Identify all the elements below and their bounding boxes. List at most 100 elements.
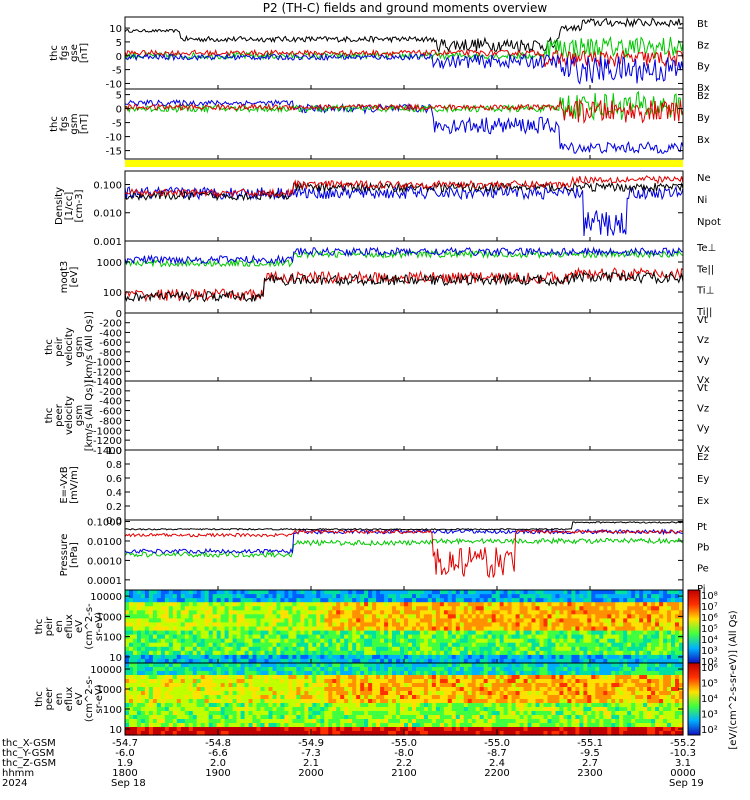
y-tick-label: -600	[99, 407, 122, 418]
spectrogram-cell	[256, 618, 262, 624]
spectrogram-cell	[515, 671, 521, 676]
spectrogram-cell	[364, 695, 369, 700]
spectrogram-cell	[507, 642, 513, 648]
spectrogram-cell	[511, 683, 517, 688]
spectrogram-cell	[523, 687, 529, 692]
spectrogram-cell	[272, 727, 278, 732]
spectrogram-cell	[547, 590, 553, 595]
spectrogram-cell	[280, 703, 285, 708]
spectrogram-cell	[288, 614, 293, 619]
legend-npot: Npot	[697, 217, 721, 228]
spectrogram-cell	[356, 610, 361, 615]
spectrogram-cell	[256, 691, 262, 696]
spectrogram-cell	[232, 642, 238, 648]
spectrogram-cell	[212, 731, 218, 736]
spectrogram-cell	[156, 679, 162, 684]
spectrogram-cell	[212, 723, 218, 728]
spectrogram-cell	[408, 606, 413, 611]
spectrogram-cell	[463, 711, 469, 716]
spectrogram-cell	[543, 634, 549, 640]
spectrogram-cell	[499, 634, 505, 640]
spectrogram-cell	[336, 594, 341, 599]
spectrogram-cell	[208, 594, 214, 599]
spectrogram-cell	[276, 679, 282, 684]
spectrogram-cell	[324, 663, 329, 668]
spectrogram-cell	[280, 695, 285, 700]
spectrogram-cell	[352, 606, 357, 611]
spectrogram-cell	[316, 634, 321, 640]
spectrogram-cell	[144, 667, 150, 672]
spectrogram-cell	[137, 634, 142, 640]
spectrogram-cell	[607, 646, 612, 652]
spectrogram-cell	[244, 646, 250, 652]
spectrogram-cell	[240, 626, 246, 632]
spectrogram-cell	[416, 719, 421, 724]
spectrogram-cell	[196, 707, 202, 712]
spectrogram-cell	[220, 675, 226, 680]
spectrogram-cell	[308, 606, 313, 611]
spectrogram-cell	[591, 618, 596, 624]
spectrogram-cell	[164, 634, 170, 640]
spectrogram-cell	[595, 622, 600, 628]
spectrogram-cell	[443, 667, 449, 672]
spectrogram-cell	[188, 731, 194, 736]
spectrogram-cell	[188, 590, 194, 595]
spectrogram-cell	[344, 650, 349, 656]
spectrogram-cell	[376, 675, 381, 680]
spectrogram-cell	[156, 638, 162, 644]
spectrogram-cell	[172, 667, 178, 672]
spectrogram-cell	[439, 614, 445, 619]
spectrogram-cell	[567, 650, 572, 656]
spectrogram-cell	[184, 618, 190, 624]
spectrogram-cell	[328, 590, 333, 595]
spectrogram-cell	[276, 687, 282, 692]
spectrogram-cell	[284, 699, 289, 704]
spectrogram-cell	[675, 598, 680, 603]
spectrogram-cell	[224, 707, 230, 712]
spectrogram-cell	[639, 618, 644, 624]
spectrogram-cell	[344, 719, 349, 724]
spectrogram-cell	[463, 658, 469, 664]
spectrogram-cell	[599, 687, 604, 692]
spectrogram-cell	[396, 711, 401, 716]
spectrogram-cell	[316, 614, 321, 619]
spectrogram-cell	[519, 719, 525, 724]
spectrogram-cell	[129, 622, 134, 628]
spectrogram-cell	[220, 618, 226, 624]
spectrogram-cell	[587, 618, 592, 624]
spectrogram-cell	[176, 715, 182, 720]
spectrogram-cell	[575, 687, 580, 692]
spectrogram-cell	[563, 654, 568, 660]
spectrogram-cell	[443, 626, 449, 632]
spectrogram-cell	[256, 622, 262, 628]
spectrogram-cell	[408, 723, 413, 728]
spectrogram-cell	[284, 638, 289, 644]
spectrogram-cell	[396, 614, 401, 619]
spectrogram-cell	[264, 711, 270, 716]
spectrogram-cell	[595, 658, 600, 664]
spectrogram-cell	[639, 642, 644, 648]
spectrogram-cell	[431, 610, 437, 615]
spectrogram-cell	[567, 715, 572, 720]
spectrogram-cell	[671, 594, 676, 599]
spectrogram-cell	[296, 650, 301, 656]
spectrogram-cell	[423, 707, 429, 712]
spectrogram-cell	[631, 614, 636, 619]
spectrogram-cell	[312, 654, 317, 660]
spectrogram-cell	[559, 711, 564, 716]
spectrogram-cell	[471, 602, 477, 607]
spectrogram-cell	[292, 594, 297, 599]
spectrogram-cell	[240, 638, 246, 644]
spectrogram-cell	[503, 654, 509, 660]
spectrogram-cell	[451, 658, 457, 664]
spectrogram-cell	[340, 602, 345, 607]
spectrogram-cell	[467, 667, 473, 672]
spectrogram-cell	[212, 727, 218, 732]
spectrogram-cell	[515, 650, 521, 656]
spectrogram-cell	[547, 719, 553, 724]
spectrogram-cell	[352, 715, 357, 720]
spectrogram-cell	[567, 598, 572, 603]
spectrogram-cell	[555, 683, 561, 688]
spectrogram-cell	[196, 658, 202, 664]
spectrogram-cell	[196, 614, 202, 619]
